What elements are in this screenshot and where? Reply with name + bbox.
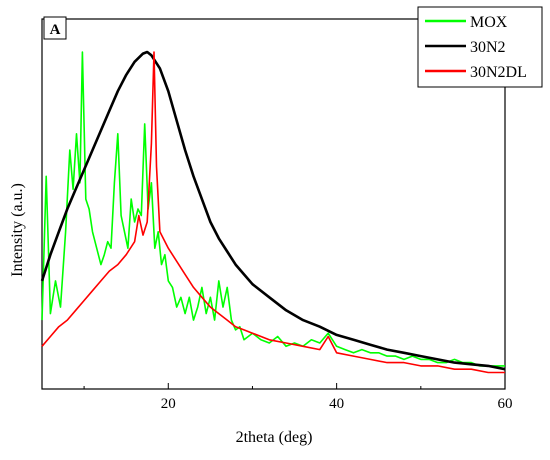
x-tick-label: 40 [329, 396, 344, 412]
series-line-mox [41, 51, 505, 367]
series-line-30n2dl [41, 51, 505, 374]
legend: MOX 30N2 30N2DL [417, 6, 543, 88]
series-line-30n2 [40, 50, 506, 371]
legend-box [417, 6, 543, 88]
x-tick-label: 60 [498, 396, 513, 412]
x-axis-ticks: 20 40 60 [83, 383, 513, 412]
y-axis-title: Intensity (a.u.) [9, 183, 26, 277]
legend-label-30n2dl: 30N2DL [470, 64, 527, 81]
panel-label-box [43, 16, 67, 40]
plot-frame [41, 18, 506, 390]
legend-label-30n2: 30N2 [470, 39, 506, 56]
x-axis-title: 2theta (deg) [236, 429, 313, 446]
x-tick-label: 20 [161, 396, 176, 412]
legend-label-mox: MOX [470, 14, 508, 31]
panel-label: A [50, 22, 61, 38]
series-layer [40, 50, 506, 374]
